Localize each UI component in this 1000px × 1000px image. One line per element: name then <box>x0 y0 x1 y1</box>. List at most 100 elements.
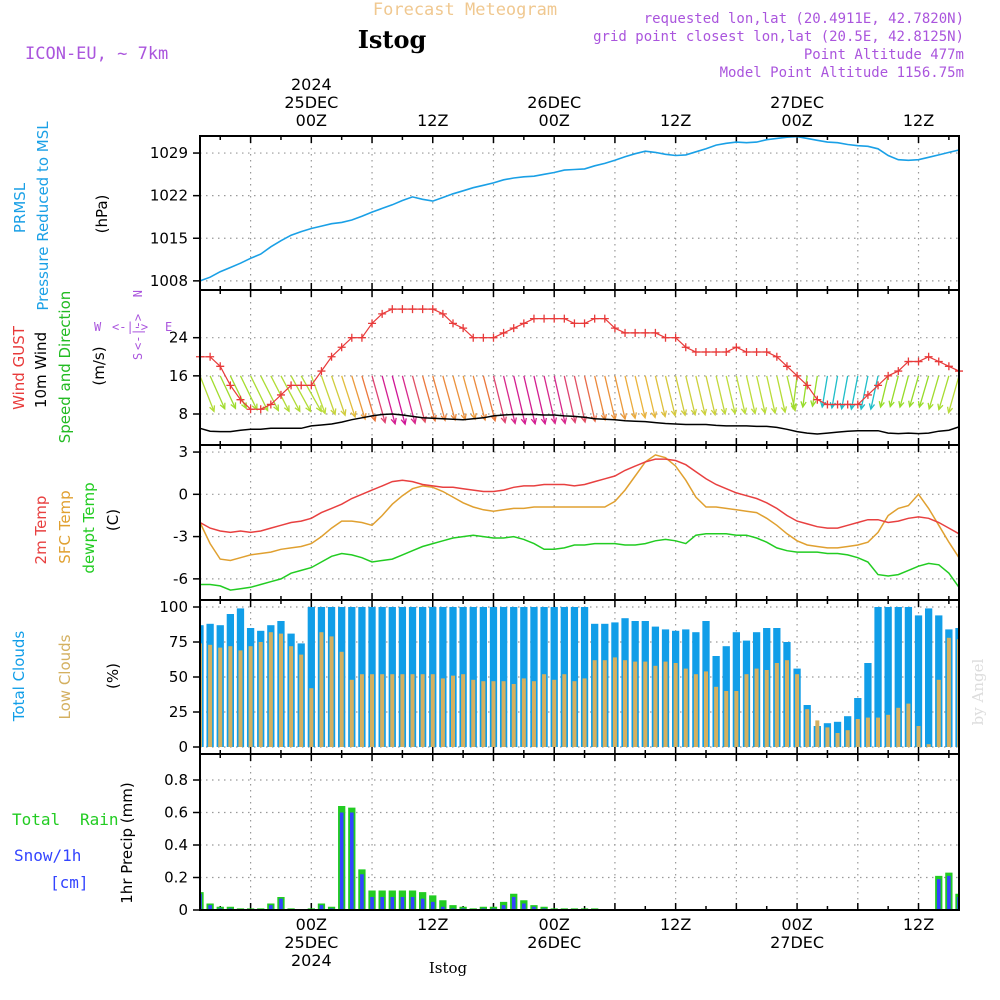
gust-marker <box>661 333 670 342</box>
cloud-unit-label: (%) <box>104 663 122 689</box>
snow-bar <box>370 897 374 910</box>
wind-direction-arrow <box>879 375 889 408</box>
y-tick-label: 0.2 <box>164 869 188 887</box>
time-label-bottom: 12Z <box>903 915 934 934</box>
wind-direction-arrow <box>411 375 426 423</box>
gust-marker <box>317 367 326 376</box>
total-cloud-bar <box>904 607 913 747</box>
low-cloud-bar <box>784 660 789 747</box>
y-tick-label: 1022 <box>150 187 188 205</box>
wind-arrow-head <box>570 416 578 424</box>
wind-arrow-head <box>410 417 417 425</box>
y-tick-label: 25 <box>169 703 188 721</box>
pressure-panel-labels: PRMSL Pressure Reduced to MSL (hPa) <box>11 121 111 311</box>
low-cloud-bar <box>501 681 506 747</box>
wind-arrow-head <box>370 414 377 423</box>
low-cloud-bar <box>693 674 698 747</box>
y-tick-label: 1015 <box>150 229 188 247</box>
cloud-panel-labels: Total Clouds Low Clouds (%) <box>10 631 122 723</box>
wind-direction-arrow <box>745 375 756 414</box>
low-cloud-bar <box>349 679 354 747</box>
snow-bar <box>511 897 516 910</box>
gust-marker <box>782 362 791 371</box>
snow-bar <box>349 812 354 910</box>
gust-marker <box>459 324 468 333</box>
wind-direction-arrow <box>401 375 416 424</box>
snow-bar <box>532 906 536 910</box>
wind-arrow-head <box>480 413 487 422</box>
gust-marker <box>853 400 862 409</box>
snow-bar <box>208 905 212 910</box>
total-cloud-bar <box>520 607 528 747</box>
wind-arrow-head <box>330 408 337 416</box>
y-tick-label: 0 <box>178 901 188 919</box>
low-cloud-bar <box>299 654 304 747</box>
low-cloud-bar <box>582 678 587 747</box>
gust-marker <box>641 328 650 337</box>
wind-arrow-head <box>670 409 677 418</box>
gust-marker <box>449 319 457 328</box>
low-cloud-bar <box>754 668 759 747</box>
gust-marker <box>276 390 285 399</box>
gust-marker <box>297 381 306 390</box>
gust-marker <box>327 352 336 361</box>
panel-frame <box>199 753 960 911</box>
wind-direction-arrow <box>563 375 576 423</box>
low-cloud-bar <box>200 643 203 747</box>
time-label-top: 25DEC <box>284 93 338 112</box>
y-tick-label: 0.4 <box>164 836 188 854</box>
y-tick-label: 0 <box>178 738 188 756</box>
station-title: Istog <box>358 25 427 54</box>
low-cloud-bar <box>450 675 456 747</box>
gust-marker <box>934 357 943 366</box>
snow-bar <box>420 898 425 910</box>
low-cloud-bar <box>876 717 881 747</box>
wind-arrow-head <box>390 417 397 426</box>
gust-marker <box>570 319 579 328</box>
wind-arrow-head <box>209 405 216 413</box>
wind-gust-label: Wind GUST <box>10 325 28 410</box>
grid-point-coords: grid point closest lon,lat (20.5E, 42.81… <box>593 29 964 45</box>
compass-s: S <box>131 353 145 360</box>
wind-arrow-head <box>490 414 497 423</box>
wind-arrow-head <box>710 408 718 417</box>
total-cloud-bar <box>550 607 558 747</box>
gust-marker <box>590 314 599 323</box>
snow-bar <box>319 905 324 910</box>
gust-marker <box>863 390 872 399</box>
wind-arrow-head <box>770 407 778 415</box>
low-cloud-bar <box>865 717 870 747</box>
panel-frame <box>199 289 960 446</box>
gust-marker <box>540 314 549 323</box>
snow-bar <box>430 901 435 910</box>
time-label-bottom: 12Z <box>660 915 691 934</box>
wind-arrow-head <box>640 411 648 420</box>
wind-direction-arrow <box>594 375 606 421</box>
low-cloud-bar <box>461 674 466 747</box>
total-cloud-bar <box>864 663 872 747</box>
gust-marker <box>610 324 619 333</box>
gust-marker <box>843 400 852 409</box>
gust-marker <box>519 319 528 328</box>
gust-marker <box>378 309 387 318</box>
low-cloud-bar <box>390 674 395 747</box>
gust-marker <box>651 328 660 337</box>
wind-panel-labels: Wind GUST 10m Wind Speed and Direction (… <box>10 290 172 443</box>
wind-arrow-head <box>283 405 290 413</box>
wind-direction-arrow <box>341 375 356 418</box>
wind-direction-arrow <box>604 375 616 420</box>
wind-arrow-head <box>620 413 628 421</box>
compass-rose: W E <-|-> N S <-|-> <box>94 290 172 360</box>
pressure-panel: 1008 1015 1022 1029 <box>150 135 960 291</box>
wind-direction-arrow <box>792 375 798 409</box>
low-cloud-bar <box>703 671 709 747</box>
low-cloud-bar <box>552 679 557 747</box>
low-cloud-bar <box>845 730 850 747</box>
y-tick-label: 75 <box>169 633 188 651</box>
wind-direction-arrow <box>523 375 536 424</box>
low-cloud-bar <box>714 686 719 747</box>
wind-arrow-head <box>878 401 885 409</box>
wind-arrow-head <box>720 407 728 416</box>
model-altitude: Model Point Altitude 1156.75m <box>720 65 964 81</box>
